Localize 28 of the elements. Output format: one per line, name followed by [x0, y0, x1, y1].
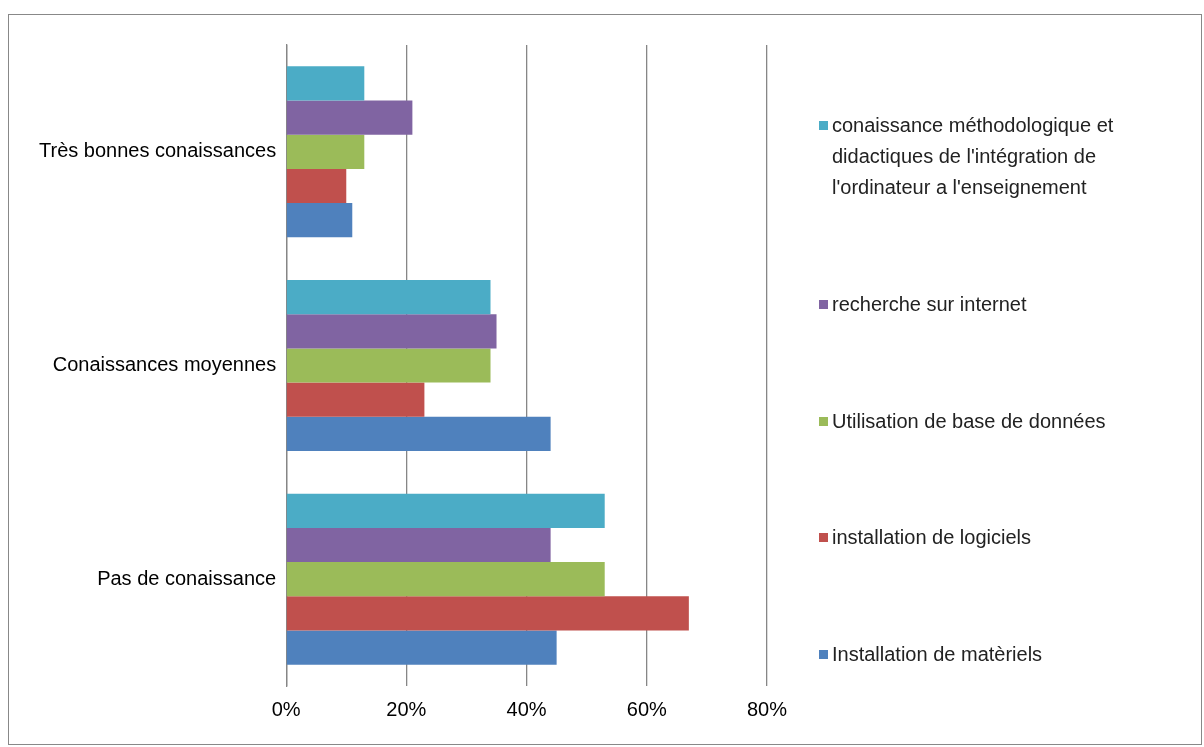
legend-label: installation de logiciels — [832, 525, 1032, 551]
x-tick-label: 0% — [271, 697, 301, 720]
bar — [286, 562, 605, 597]
y-tick-label: Conaissances moyennes — [52, 353, 277, 376]
legend-label: conaissance méthodologique et didactiques de l'intégration de l'ordinateur a l'enseignement — [832, 113, 1115, 200]
legend-label: Installation de matèriels — [832, 642, 1043, 667]
legend-label: Utilisation de base de données — [832, 408, 1106, 434]
bar — [286, 596, 689, 631]
x-tick-label: 20% — [386, 697, 427, 720]
bar — [286, 280, 491, 315]
bar — [286, 416, 551, 451]
bar — [286, 168, 347, 204]
bar — [286, 66, 365, 101]
y-tick-label: Très bonnes conaissances — [39, 139, 277, 162]
bar — [286, 348, 491, 383]
x-tick-label: 40% — [506, 697, 547, 720]
x-tick-label: 60% — [626, 697, 668, 720]
x-tick-label: 80% — [746, 697, 788, 720]
bar — [286, 382, 425, 417]
y-tick-label: Pas de conaissance — [97, 566, 277, 589]
bar — [286, 203, 353, 238]
bar — [286, 314, 497, 349]
bar — [286, 630, 557, 665]
legend-label: recherche sur internet — [832, 291, 1027, 317]
bar — [286, 100, 413, 135]
bar — [286, 527, 551, 563]
bar — [286, 134, 365, 169]
bar — [286, 493, 605, 528]
